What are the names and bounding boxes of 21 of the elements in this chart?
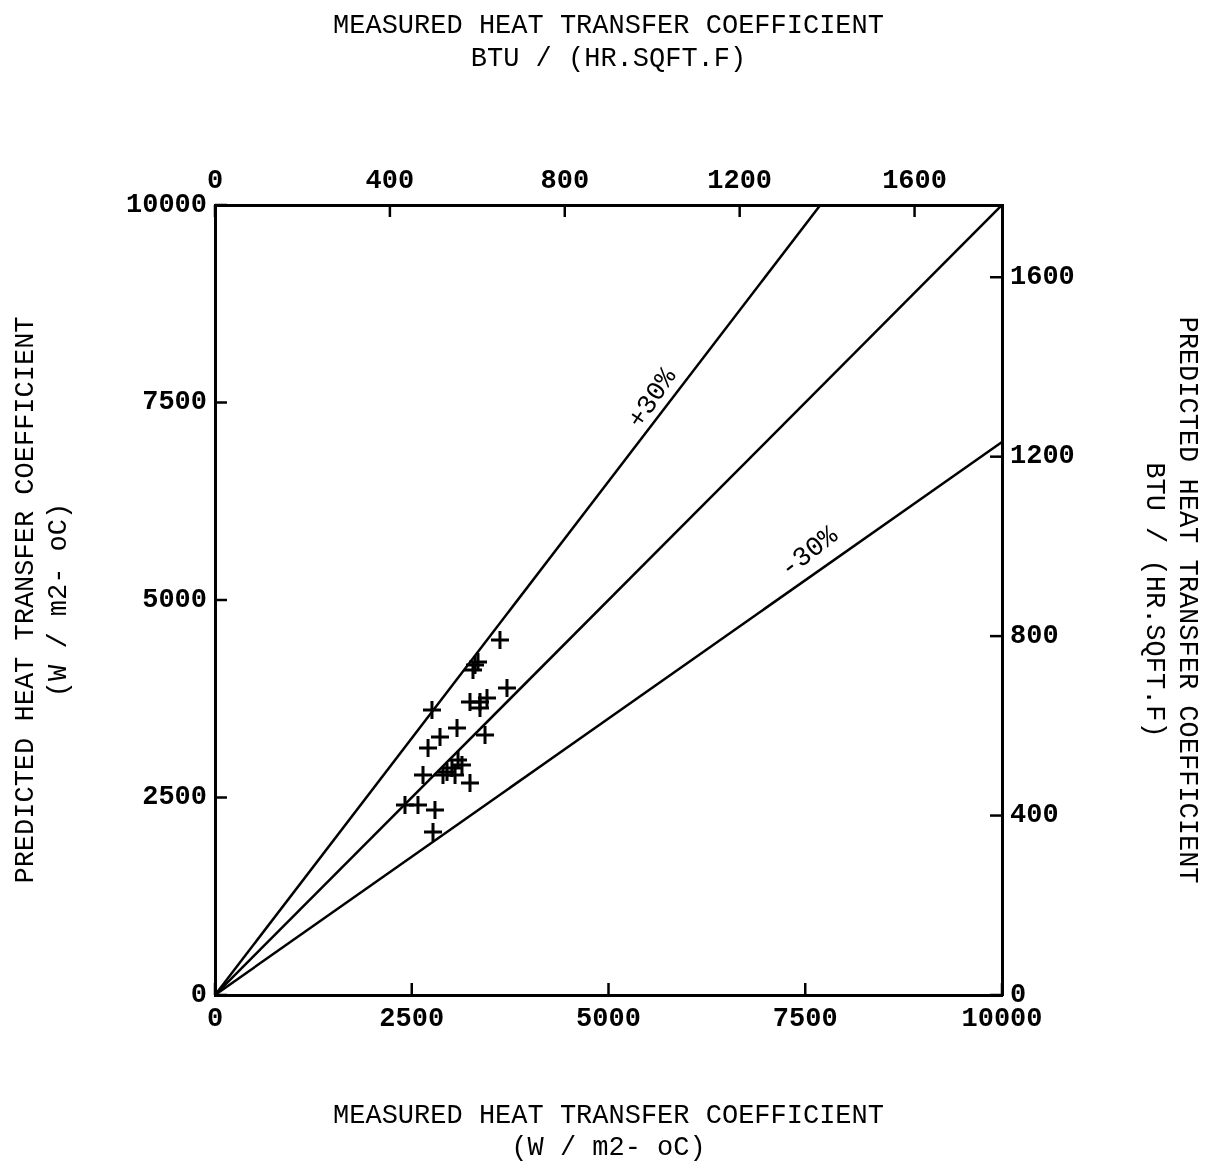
x2-tick-label: 1200 <box>707 165 773 196</box>
y2-tick-label: 1600 <box>1010 262 1075 293</box>
x-tick-label: 10000 <box>961 1004 1043 1034</box>
y-tick-label: 10000 <box>125 189 207 220</box>
y-tick-label: 5000 <box>142 584 207 615</box>
x-tick-label: 2500 <box>379 1004 445 1034</box>
y2-tick-label: 1200 <box>1010 441 1075 472</box>
x-tick-label: 7500 <box>772 1004 838 1034</box>
x2-tick-label: 1600 <box>882 165 947 196</box>
y-tick-label: 7500 <box>142 387 207 418</box>
y-axis-title: PREDICTED HEAT TRANSFER COEFFICIENT (W / m2- oC) <box>11 316 74 884</box>
y-tick-label: 2500 <box>142 782 207 813</box>
x-axis-title: MEASURED HEAT TRANSFER COEFFICIENT (W / m2- oC) <box>333 1100 884 1163</box>
x2-tick-label: 800 <box>540 165 590 196</box>
x2-tick-label: 400 <box>365 165 415 196</box>
y2-axis-title: PREDICTED HEAT TRANSFER COEFFICIENT BTU / (HR.SQFT.F) <box>1139 316 1202 884</box>
y-tick-label: 0 <box>190 979 207 1010</box>
x-tick-label: 5000 <box>576 1004 641 1034</box>
y2-tick-label: 800 <box>1010 620 1059 651</box>
x2-axis-title: MEASURED HEAT TRANSFER COEFFICIENT BTU / (HR.SQFT.F) <box>333 11 884 74</box>
y2-tick-label: 400 <box>1010 800 1059 831</box>
